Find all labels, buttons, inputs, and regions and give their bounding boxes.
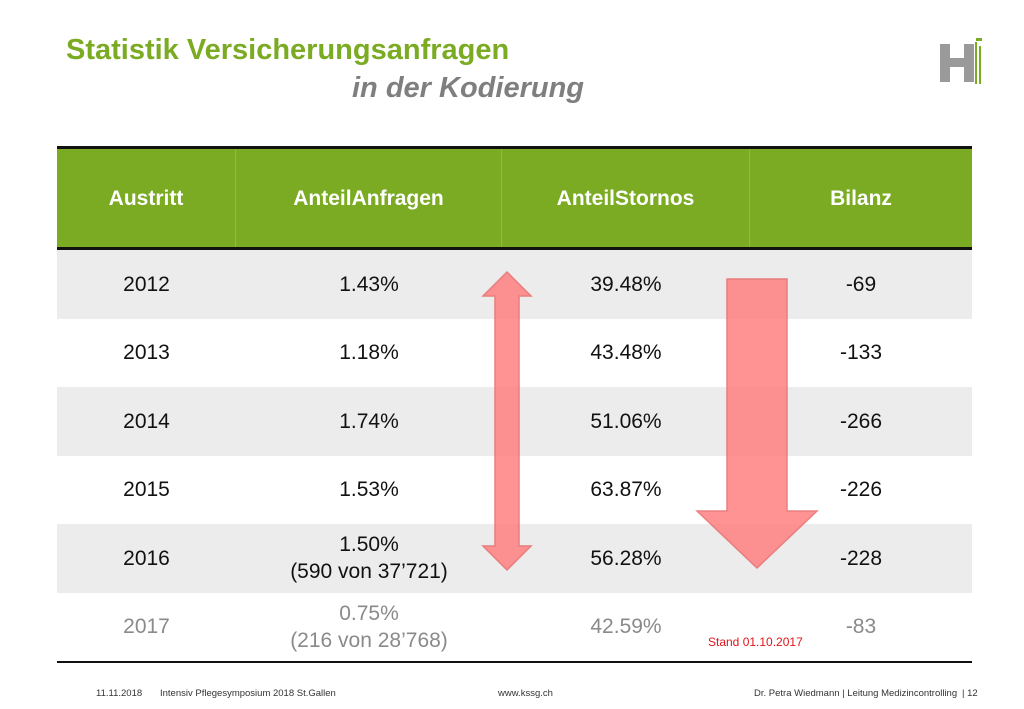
- table-row: 2016 1.50% (590 von 37’721) 56.28% -228: [57, 524, 972, 593]
- table-row: 2014 1.74% 51.06% -266: [57, 387, 972, 456]
- page-subtitle: in der Kodierung: [352, 72, 584, 104]
- bilanz-cell: -83: [845, 615, 877, 639]
- anfragen-cell: 1.18%: [339, 341, 399, 365]
- stornos-cell: 42.59%: [590, 615, 662, 639]
- year-cell: 2015: [123, 478, 170, 502]
- footer-date: 11.11.2018: [96, 688, 143, 699]
- anfragen-cell: 1.43%: [339, 272, 399, 296]
- bilanz-cell: -226: [839, 478, 883, 502]
- column-header-anteil-anfragen: AnteilAnfragen: [236, 149, 502, 247]
- stornos-cell: 39.48%: [590, 272, 662, 296]
- footer-url[interactable]: www.kssg.ch: [498, 688, 553, 699]
- anfragen-cell: 1.74%: [339, 409, 399, 433]
- stornos-cell: 56.28%: [590, 546, 662, 570]
- statistics-table: Austritt AnteilAnfragen AnteilStornos Bi…: [57, 146, 972, 663]
- column-header-austritt: Austritt: [57, 149, 236, 247]
- year-cell: 2012: [123, 272, 170, 296]
- column-header-bilanz: Bilanz: [830, 186, 892, 210]
- anfragen-cell: 0.75% (216 von 28’768): [290, 601, 448, 652]
- anfragen-cell: 1.53%: [339, 478, 399, 502]
- year-cell: 2014: [123, 409, 170, 433]
- page-number: | 12: [962, 688, 978, 699]
- footer-event: Intensiv Pflegesymposium 2018 St.Gallen: [160, 688, 336, 699]
- bilanz-cell: -266: [839, 409, 883, 433]
- year-cell: 2016: [123, 546, 170, 570]
- stornos-cell: 63.87%: [590, 478, 662, 502]
- table-row: 2017 0.75% (216 von 28’768) 42.59% -83: [57, 593, 972, 662]
- bilanz-cell: -228: [839, 546, 883, 570]
- stand-note: Stand 01.10.2017: [708, 635, 803, 649]
- stornos-cell: 51.06%: [590, 409, 662, 433]
- table-row: 2015 1.53% 63.87% -226: [57, 456, 972, 525]
- table-row: 2013 1.18% 43.48% -133: [57, 319, 972, 388]
- page-title: Statistik Versicherungsanfragen: [66, 34, 510, 66]
- bilanz-cell: -133: [839, 341, 883, 365]
- bilanz-cell: -69: [845, 272, 877, 296]
- table-row: 2012 1.43% 39.48% -69: [57, 250, 972, 319]
- anfragen-cell: 1.50% (590 von 37’721): [290, 533, 448, 584]
- year-cell: 2017: [123, 615, 170, 639]
- column-header-anteil-stornos: AnteilStornos: [502, 149, 750, 247]
- hospital-logo-icon: [940, 38, 982, 84]
- stornos-cell: 43.48%: [590, 341, 662, 365]
- year-cell: 2013: [123, 341, 170, 365]
- footer-author: Dr. Petra Wiedmann | Leitung Medizincont…: [754, 688, 958, 699]
- table-header: Austritt AnteilAnfragen AnteilStornos Bi…: [57, 149, 972, 250]
